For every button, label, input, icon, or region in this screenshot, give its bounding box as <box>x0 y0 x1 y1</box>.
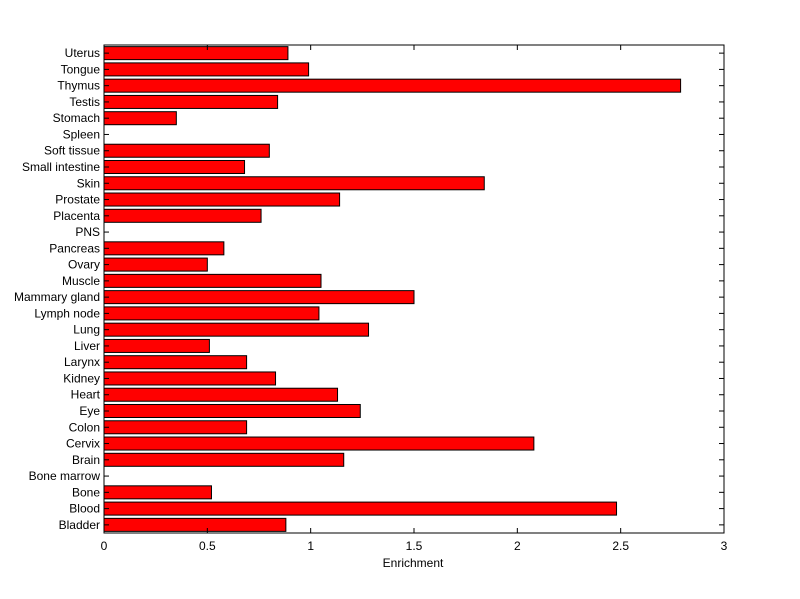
y-tick-label-placenta: Placenta <box>53 209 100 223</box>
x-tick-label: 3 <box>721 539 728 553</box>
bar-muscle <box>103 273 322 288</box>
bar-prostate <box>103 192 341 207</box>
bar-stomach <box>103 111 177 126</box>
x-ticks-group: 0 0.5 1 1.5 2 2.5 3 <box>101 45 728 553</box>
bar-small-intestine <box>103 159 246 175</box>
y-tick-label-eye: Eye <box>79 404 100 418</box>
x-tick-label: 0.5 <box>199 539 216 553</box>
bar-lung <box>103 322 370 337</box>
x-tick-label: 1 <box>307 539 314 553</box>
bar-liver <box>103 338 210 353</box>
y-tick-label-soft-tissue: Soft tissue <box>44 144 100 158</box>
bar-bladder <box>103 517 287 532</box>
bar-ovary <box>103 257 208 272</box>
y-tick-label-skin: Skin <box>77 176 100 190</box>
y-tick-label-mammary-gland: Mammary gland <box>14 290 100 304</box>
bar-colon <box>103 420 248 435</box>
y-tick-label-cervix: Cervix <box>66 437 100 451</box>
y-tick-label-stomach: Stomach <box>53 111 100 125</box>
y-tick-label-brain: Brain <box>72 453 100 467</box>
x-tick-label: 1.5 <box>406 539 423 553</box>
y-tick-label-muscle: Muscle <box>62 274 100 288</box>
y-tick-label-lung: Lung <box>73 323 100 337</box>
x-tick-label: 0 <box>101 539 108 553</box>
bar-soft-tissue <box>103 143 270 158</box>
bar-thymus <box>103 78 682 93</box>
y-tick-label-bone: Bone <box>72 485 100 499</box>
bar-brain <box>103 452 345 467</box>
y-tick-label-pancreas: Pancreas <box>49 241 100 255</box>
bar-placenta <box>103 208 262 223</box>
bar-testis <box>103 94 279 109</box>
y-tick-label-blood: Blood <box>69 502 100 516</box>
y-tick-label-ovary: Ovary <box>68 258 100 272</box>
y-tick-label-testis: Testis <box>69 95 100 109</box>
y-ticks-group: Bladder Blood Bone Bone marrow Brain Cervix Co… <box>14 46 724 532</box>
bar-tongue <box>103 62 310 77</box>
y-tick-label-colon: Colon <box>69 420 100 434</box>
y-tick-label-tongue: Tongue <box>61 62 101 76</box>
bar-kidney <box>103 371 277 386</box>
y-tick-label-uterus: Uterus <box>65 46 100 60</box>
bar-eye <box>103 403 361 419</box>
y-tick-label-larynx: Larynx <box>64 355 100 369</box>
bar-pancreas <box>103 241 225 256</box>
bar-bone <box>103 485 212 500</box>
plot-area <box>103 44 725 534</box>
bar-heart <box>103 387 339 402</box>
y-tick-label-kidney: Kidney <box>63 371 100 385</box>
y-tick-label-spleen: Spleen <box>63 127 100 141</box>
y-tick-label-lymph-node: Lymph node <box>34 306 100 320</box>
bar-mammary-gland <box>103 290 415 305</box>
bar-lymph-node <box>103 306 320 321</box>
x-tick-label: 2 <box>514 539 521 553</box>
bar-larynx <box>103 355 248 370</box>
y-tick-label-small-intestine: Small intestine <box>22 160 100 174</box>
y-tick-label-pns: PNS <box>75 225 100 239</box>
bar-uterus <box>103 46 289 61</box>
y-tick-label-thymus: Thymus <box>57 79 100 93</box>
y-tick-label-heart: Heart <box>71 388 101 402</box>
x-axis-label: Enrichment <box>383 556 444 570</box>
bar-cervix <box>103 436 535 451</box>
y-tick-label-bladder: Bladder <box>59 518 100 532</box>
y-tick-label-liver: Liver <box>74 339 100 353</box>
y-tick-label-prostate: Prostate <box>55 193 100 207</box>
y-tick-label-bone-marrow: Bone marrow <box>29 469 101 483</box>
bar-blood <box>103 501 618 516</box>
x-tick-label: 2.5 <box>612 539 629 553</box>
bar-skin <box>103 176 485 191</box>
bars-group <box>103 46 682 532</box>
